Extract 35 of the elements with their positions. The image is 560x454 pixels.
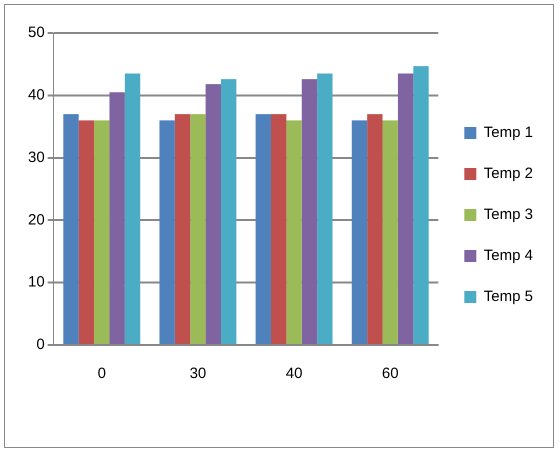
y-tick-label: 20 [28,211,45,228]
y-tick-label: 10 [28,274,45,291]
y-tick-label: 40 [28,86,45,104]
bar [398,74,414,344]
bar [94,120,110,344]
bar [124,74,140,344]
y-tick-label: 0 [36,336,45,354]
bar [352,120,368,344]
bar [256,114,271,344]
y-tick-label: 30 [28,148,45,166]
bar [382,120,398,344]
bar [63,114,79,344]
x-tick-label: 40 [286,365,302,382]
bar [271,114,286,344]
legend-label: Temp 1 [484,124,534,142]
bar [78,120,94,344]
x-tick-label: 60 [382,365,399,382]
x-tick-label: 30 [190,365,206,382]
bar [159,120,175,344]
bar [220,79,236,344]
bar [286,120,302,344]
x-tick-label: 0 [98,365,106,382]
legend-label: Temp 4 [484,247,534,264]
bar [413,66,429,344]
bar [109,92,125,344]
bar [190,114,206,344]
y-tick-label: 50 [28,24,45,42]
bar [367,114,383,344]
legend-label: Temp 2 [484,165,534,182]
bar [206,84,221,344]
legend-label: Temp 5 [484,288,534,306]
bar [174,114,190,344]
legend-label: Temp 3 [484,206,534,224]
bar [302,79,318,344]
bar [317,74,333,344]
